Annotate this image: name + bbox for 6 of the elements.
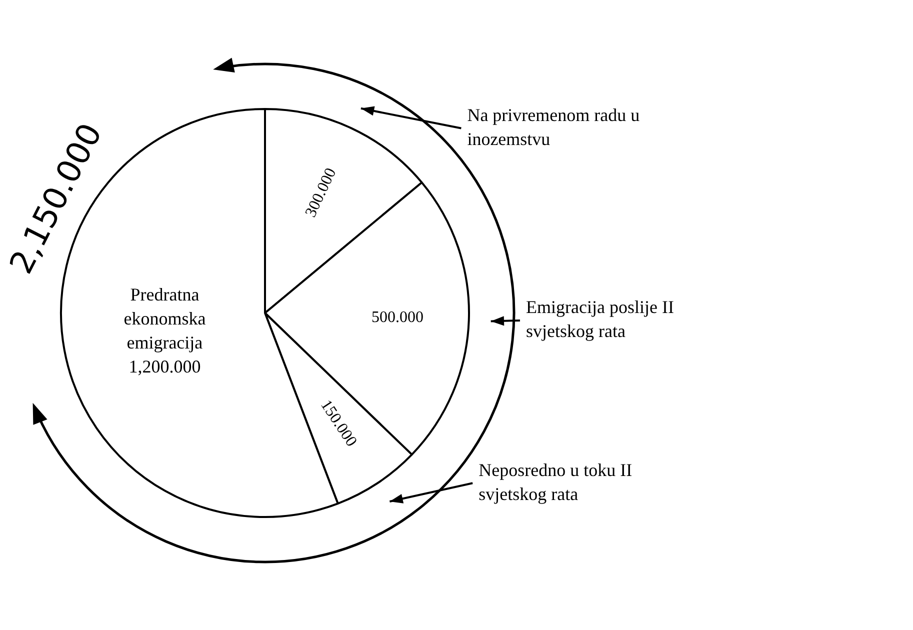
slice-label: Na privremenom radu u inozemstvu — [467, 105, 640, 150]
slice-label: Neposredno u toku II svjetskog rata — [478, 460, 632, 504]
data-label: 1,200.000 — [128, 356, 201, 376]
legend-label: Emigracija poslije II svjetskog rata — [526, 297, 674, 342]
slice-label: Predratna ekonomska emigracija — [124, 284, 206, 352]
data-label: 500.000 — [372, 309, 424, 326]
